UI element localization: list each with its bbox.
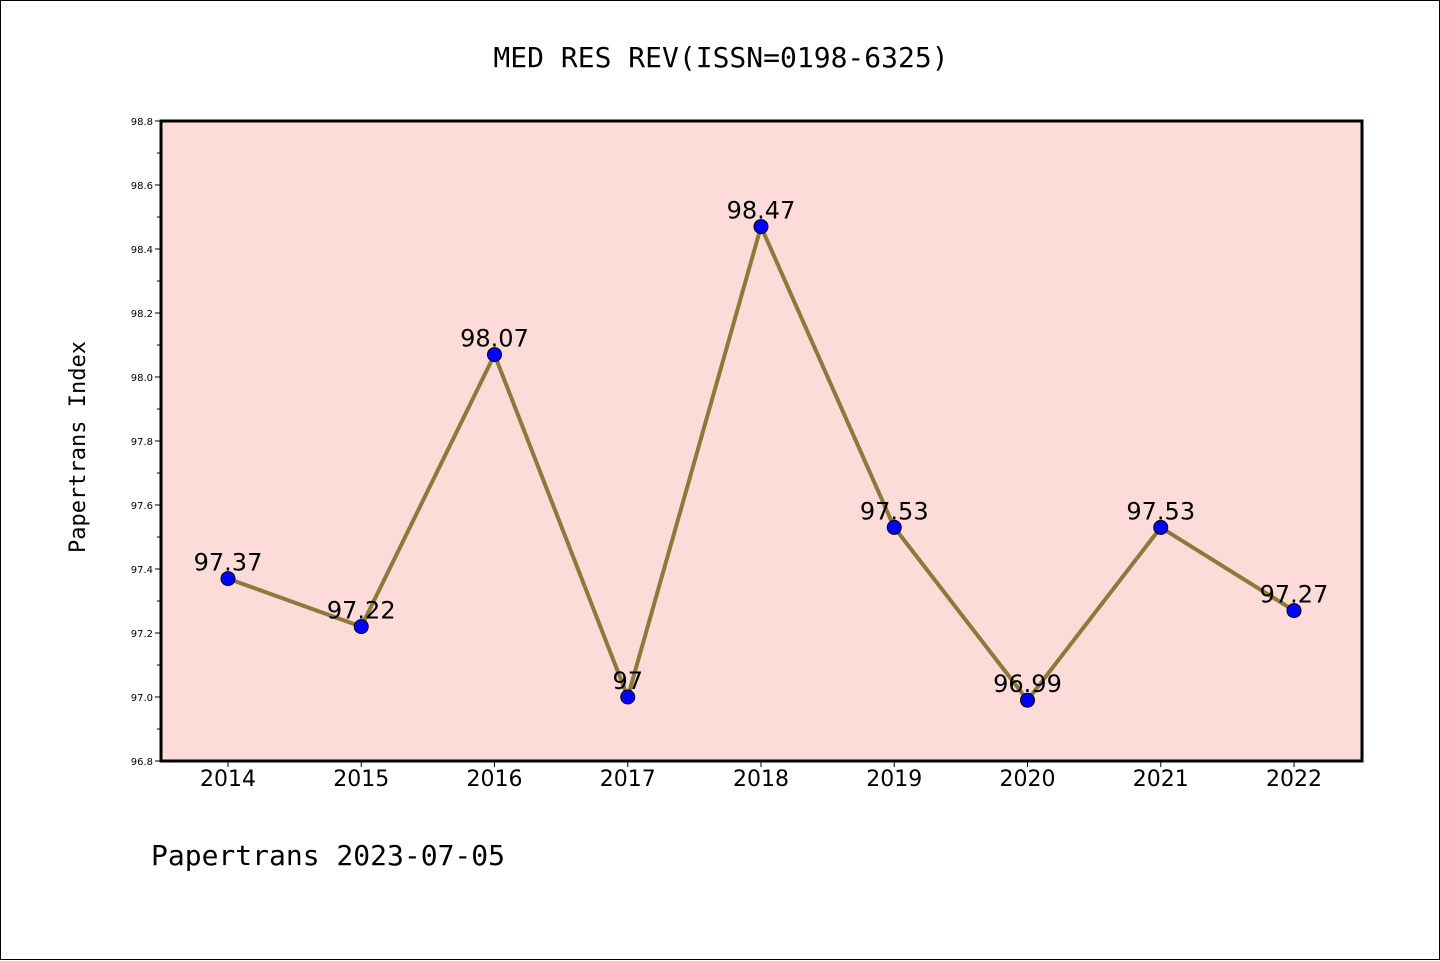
data-point: [1020, 692, 1035, 708]
data-label: 98.47: [727, 197, 796, 225]
y-tick-label: 98.4: [131, 245, 153, 256]
data-label: 97.27: [1260, 581, 1329, 609]
x-tick-label: 2016: [467, 767, 523, 792]
x-axis-ticks: 2014 2015 2016 2017 2018 2019 2020 2021 2022: [200, 761, 1322, 792]
x-tick-label: 2021: [1133, 767, 1189, 792]
x-tick-label: 2017: [600, 767, 656, 792]
data-point: [487, 347, 502, 363]
x-tick-label: 2014: [200, 767, 256, 792]
plot-frame: [159, 119, 1364, 763]
data-point: [220, 571, 236, 587]
data-point: [753, 219, 769, 235]
y-tick-label: 98.8: [131, 117, 153, 128]
x-tick-label: 2020: [1000, 767, 1056, 792]
y-tick-label: 98.6: [131, 181, 153, 192]
data-label: 97.22: [327, 597, 396, 625]
data-label: 98.07: [460, 325, 529, 353]
y-tick-label: 97.4: [131, 565, 153, 576]
footer-text: Papertrans 2023-07-05: [151, 839, 505, 872]
y-tick-label: 97.8: [131, 437, 153, 448]
x-tick-label: 2015: [333, 767, 389, 792]
data-point: [1153, 519, 1169, 535]
data-labels: 97.37 97.22 98.07 97 98.47 97.53 96.99 97.53 97.…: [194, 197, 1329, 699]
y-tick-label: 97.2: [131, 629, 153, 640]
x-tick-label: 2022: [1266, 767, 1322, 792]
y-tick-label: 97.6: [131, 501, 153, 512]
chart-title: MED RES REV(ISSN=0198-6325): [493, 41, 948, 74]
y-tick-label: 96.8: [131, 757, 153, 768]
data-points: [220, 219, 1302, 708]
x-tick-label: 2019: [866, 767, 922, 792]
data-point: [353, 619, 369, 635]
y-axis-ticks: 96.8 97.0 97.2 97.4 97.6 97.8 98.0 98.2 98.4 98.6…: [131, 117, 161, 768]
data-label: 97: [612, 667, 643, 695]
data-label: 97.37: [194, 549, 263, 577]
data-point: [1286, 603, 1302, 619]
data-label: 97.53: [1126, 497, 1195, 525]
data-label: 96.99: [993, 670, 1062, 698]
y-tick-label: 98.2: [131, 309, 153, 320]
data-label: 97.53: [860, 497, 929, 525]
data-point: [620, 689, 636, 705]
y-tick-label: 97.0: [131, 693, 153, 704]
y-axis-label: Papertrans Index: [66, 341, 91, 553]
y-tick-label: 98.0: [131, 373, 153, 384]
data-point: [886, 519, 902, 535]
x-tick-label: 2018: [733, 767, 789, 792]
